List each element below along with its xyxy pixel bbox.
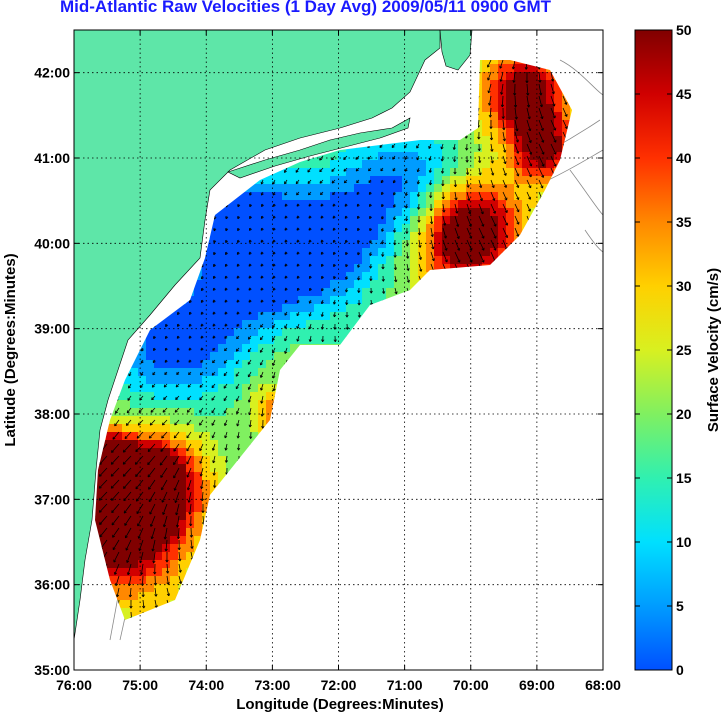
colorbar-tick-label: 45	[676, 86, 692, 102]
y-tick-label: 39:00	[34, 321, 70, 337]
y-tick-label: 38:00	[34, 406, 70, 422]
y-tick-label: 42:00	[34, 65, 70, 81]
x-tick-label: 74:00	[188, 677, 224, 693]
colorbar	[634, 29, 673, 671]
x-axis: 76:00 75:00 74:00 73:00 72:00 71:00 70:00 69:00…	[56, 30, 621, 693]
y-axis: 35:00 36:00 37:00 38:00 39:00 40:00 41:00 42:00	[34, 65, 603, 678]
map-title: Mid-Atlantic Raw Velocities (1 Day Avg) …	[60, 0, 551, 16]
x-tick-label: 76:00	[56, 677, 92, 693]
colorbar-tick-label: 15	[676, 470, 692, 486]
colorbar-tick-label: 10	[676, 534, 692, 550]
y-tick-label: 41:00	[34, 150, 70, 166]
y-tick-label: 37:00	[34, 491, 70, 507]
x-tick-label: 75:00	[122, 677, 158, 693]
y-axis-label: Latitude (Degrees:Minutes)	[2, 253, 19, 446]
x-tick-label: 70:00	[453, 677, 489, 693]
colorbar-axis: 0 5 10 15 20 25 30 35 40 45 50	[635, 22, 692, 678]
grid-lines	[74, 30, 603, 670]
x-tick-label: 69:00	[519, 677, 555, 693]
x-tick-label: 71:00	[387, 677, 423, 693]
colorbar-tick-label: 50	[676, 22, 692, 38]
colorbar-tick-label: 40	[676, 150, 692, 166]
colorbar-label: Surface Velocity (cm/s)	[705, 268, 722, 432]
y-tick-label: 35:00	[34, 662, 70, 678]
colorbar-tick-label: 5	[676, 598, 684, 614]
x-tick-label: 73:00	[254, 677, 290, 693]
colorbar-tick-label: 20	[676, 406, 692, 422]
colorbar-tick-label: 35	[676, 214, 692, 230]
y-tick-label: 36:00	[34, 577, 70, 593]
y-tick-label: 40:00	[34, 235, 70, 251]
land-mainland	[74, 30, 441, 641]
x-axis-label: Longitude (Degrees:Minutes)	[236, 696, 444, 713]
land-long-island	[227, 117, 411, 179]
x-tick-label: 68:00	[585, 677, 621, 693]
x-tick-label: 72:00	[321, 677, 357, 693]
colorbar-tick-label: 25	[676, 342, 692, 358]
colorbar-tick-label: 0	[676, 662, 684, 678]
land-cape-cod	[439, 30, 473, 71]
colorbar-tick-label: 30	[676, 278, 692, 294]
